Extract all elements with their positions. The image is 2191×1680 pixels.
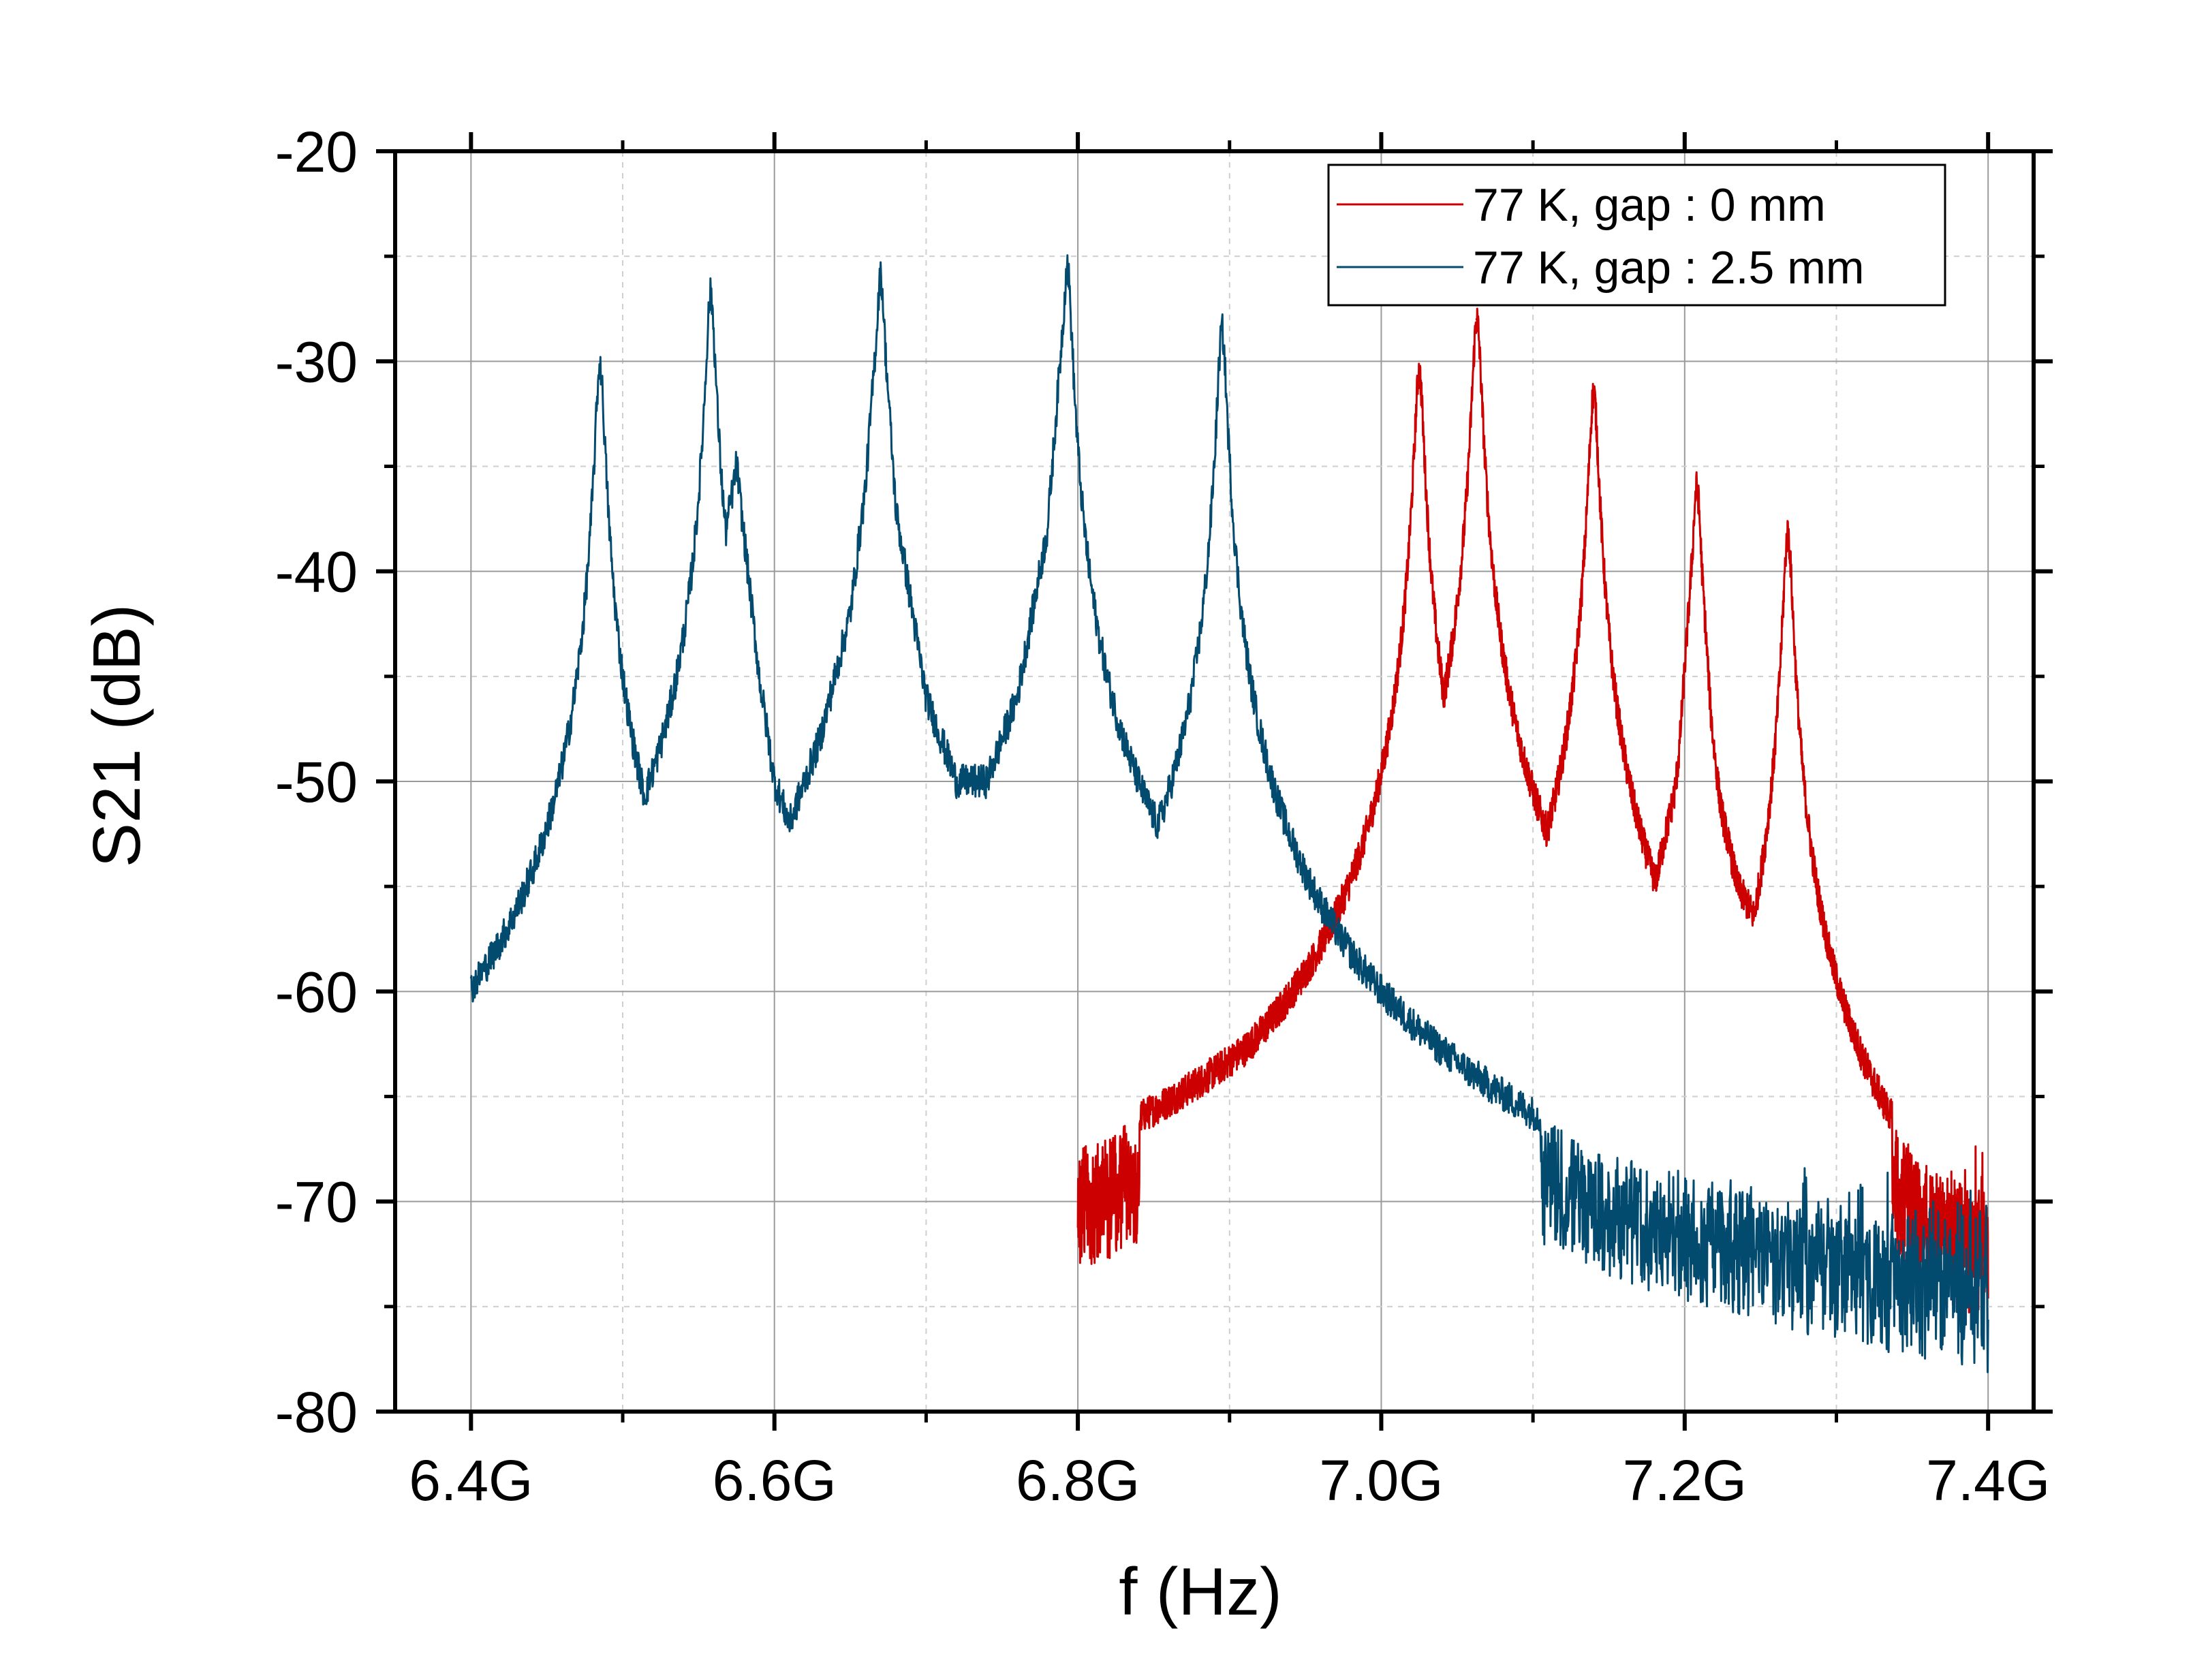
resonance-peak-2-1 (598, 364, 602, 367)
y-tick-label: -70 (275, 1170, 358, 1234)
legend-label-1: 77 K, gap : 0 mm (1473, 179, 1826, 231)
series-layer (469, 254, 1989, 1373)
legend-label-2: 77 K, gap : 2.5 mm (1473, 242, 1865, 294)
resonance-peak-1-4 (1695, 486, 1698, 489)
x-tick-label: 7.2G (1623, 1448, 1747, 1512)
x-axis-title: f (Hz) (1119, 1554, 1282, 1629)
resonance-peak-1-3 (1592, 391, 1596, 394)
series-line-2 (469, 254, 1989, 1373)
legend: 77 K, gap : 0 mm 77 K, gap : 2.5 mm (1327, 164, 1946, 307)
resonance-peak-2-5 (1066, 265, 1069, 268)
y-tick-label: -50 (275, 750, 358, 814)
resonance-peak-2-4 (879, 276, 882, 279)
resonance-peak-1-1 (1418, 370, 1421, 373)
resonance-peak-2-3 (735, 465, 739, 468)
legend-box (1327, 164, 1946, 307)
axis-ticks: 6.4G 6.6G 6.8G 7.0G 7.2G 7.4G -20 -30 -40 -50 -60 -… (275, 120, 2053, 1512)
y-tick-label: -80 (275, 1380, 358, 1444)
x-tick-label: 6.4G (409, 1448, 533, 1512)
x-tick-label: 7.4G (1926, 1448, 2050, 1512)
x-tick-label: 6.6G (713, 1448, 837, 1512)
resonance-peak-2-6 (1220, 328, 1224, 332)
resonance-peak-1-2 (1475, 317, 1478, 321)
resonance-peak-2-2 (709, 292, 713, 296)
y-tick-label: -30 (275, 330, 358, 394)
x-tick-label: 6.8G (1016, 1448, 1140, 1512)
y-axis-title: S21 (dB) (79, 604, 154, 868)
x-tick-label: 7.0G (1319, 1448, 1443, 1512)
series-line-1 (1076, 307, 1989, 1313)
resonance-peak-1-5 (1786, 532, 1790, 535)
y-tick-label: -40 (275, 540, 358, 604)
y-tick-label: -60 (275, 960, 358, 1024)
y-tick-label: -20 (275, 120, 358, 184)
